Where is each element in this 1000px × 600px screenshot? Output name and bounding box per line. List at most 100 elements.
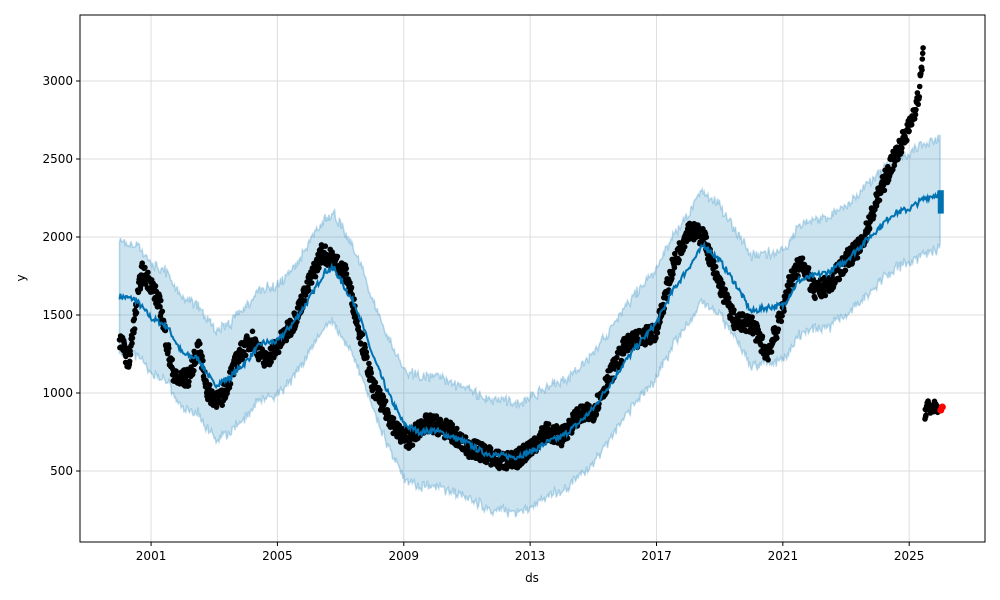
observed-point: [131, 326, 138, 332]
observed-point: [219, 402, 225, 409]
observed-point: [268, 359, 274, 365]
observed-point: [354, 317, 361, 324]
observed-point: [749, 314, 755, 320]
observed-point: [904, 137, 910, 144]
observed-point: [372, 379, 379, 386]
x-tick-label: 2021: [768, 549, 799, 563]
observed-point: [908, 121, 915, 128]
observed-point: [725, 295, 732, 301]
observed-point: [275, 349, 282, 356]
observed-point: [916, 83, 923, 90]
observed-point: [672, 250, 678, 257]
observed-point: [137, 283, 144, 289]
observed-point: [654, 330, 661, 336]
observed-point: [759, 333, 766, 340]
axis-ticks: 2001 2005 2009 2013 2017 2021 2025 500 1000 1500 2…: [42, 74, 924, 563]
observed-point: [712, 263, 719, 270]
observed-point: [283, 337, 290, 344]
grid: [80, 15, 985, 542]
y-tick-label: 500: [50, 464, 73, 478]
observed-point: [653, 335, 659, 341]
observed-point: [343, 265, 350, 272]
forecast-line: [118, 190, 944, 461]
observed-point: [911, 116, 918, 122]
observed-point: [169, 356, 175, 363]
observed-point: [197, 341, 203, 347]
x-tick-label: 2013: [515, 549, 546, 563]
test-point: [938, 403, 946, 411]
observed-point: [385, 410, 392, 416]
observed-point: [305, 287, 312, 294]
observed-point: [213, 404, 220, 410]
observed-point: [409, 442, 416, 449]
observed-point: [173, 368, 179, 374]
x-axis-label: ds: [525, 571, 539, 585]
observed-point: [890, 166, 896, 173]
observed-point: [871, 212, 877, 219]
observed-point: [642, 342, 648, 348]
observed-point: [923, 412, 929, 419]
observed-point: [363, 349, 370, 355]
observed-point: [348, 284, 355, 291]
observed-point: [912, 111, 919, 118]
observed-point: [249, 328, 256, 335]
observed-point: [368, 370, 375, 376]
observed-point: [487, 445, 494, 452]
y-tick-label: 2500: [42, 152, 73, 166]
observed-point: [711, 258, 717, 265]
observed-point: [681, 244, 688, 250]
observed-point: [347, 280, 353, 286]
x-tick-label: 2001: [136, 549, 167, 563]
observed-point: [866, 225, 873, 232]
observed-point: [545, 421, 552, 427]
forecast-end-segment: [937, 190, 944, 214]
x-tick-label: 2005: [262, 549, 293, 563]
observed-point: [308, 280, 315, 286]
observed-point: [312, 273, 319, 280]
observed-point: [916, 94, 923, 100]
observed-point: [126, 358, 133, 365]
observed-point: [200, 357, 206, 364]
observed-point: [166, 345, 172, 352]
observed-point: [227, 381, 234, 387]
observed-point: [159, 308, 166, 315]
observed-point: [185, 382, 192, 389]
observed-point: [157, 303, 163, 310]
observed-point: [145, 269, 151, 276]
observed-point: [377, 387, 383, 394]
observed-point: [836, 276, 843, 283]
observed-point: [842, 267, 849, 274]
uncertainty-band-area: [118, 134, 941, 519]
plot-frame: [79, 14, 986, 543]
observed-point: [781, 308, 787, 314]
observed-point: [799, 255, 806, 261]
y-axis-label: y: [14, 274, 28, 281]
observed-point: [765, 357, 771, 363]
observed-point: [671, 264, 678, 271]
observed-point: [127, 351, 134, 358]
observed-point: [152, 283, 159, 289]
observed-point: [789, 282, 796, 288]
observed-point: [920, 45, 926, 51]
observed-point: [454, 425, 460, 432]
y-tick-label: 3000: [42, 74, 73, 88]
observed-point: [322, 243, 329, 249]
observed-point: [435, 431, 442, 438]
observed-point: [191, 367, 197, 374]
observed-point: [778, 318, 785, 325]
observed-point: [899, 145, 905, 151]
observed-point: [805, 265, 812, 271]
observed-point: [719, 280, 726, 287]
observed-point: [812, 295, 818, 302]
observed-point: [614, 354, 620, 361]
observed-point: [881, 187, 888, 194]
observed-point: [382, 398, 389, 404]
observed-point: [239, 356, 246, 363]
observed-point: [158, 297, 164, 304]
observed-point: [390, 415, 397, 422]
observed-point: [449, 421, 456, 428]
observed-point: [129, 335, 136, 341]
observed-point: [199, 353, 205, 360]
observed-point: [316, 265, 322, 271]
